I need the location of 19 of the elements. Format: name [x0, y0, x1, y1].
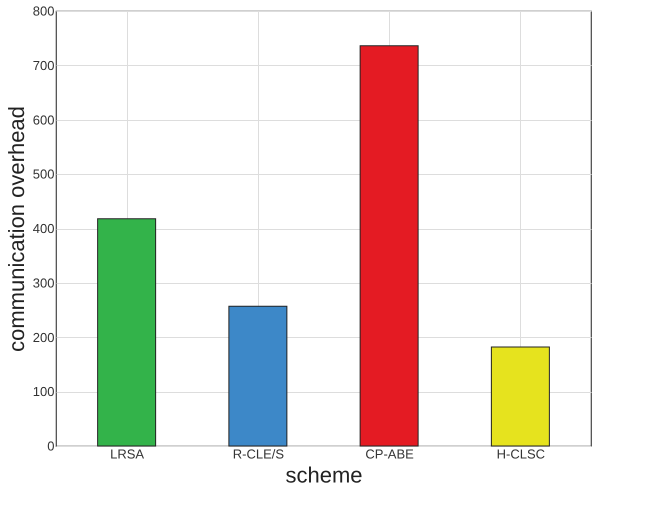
x-tick-label: CP-ABE	[365, 446, 414, 462]
y-tick-label: 500	[32, 166, 54, 182]
y-tick-label: 700	[32, 58, 54, 73]
y-tick-label: 0	[47, 438, 54, 454]
bar	[360, 45, 419, 446]
x-tick-label: R-CLE/S	[232, 446, 284, 462]
y-tick-label: 100	[32, 384, 54, 400]
y-tick-label: 800	[32, 4, 54, 18]
bar	[228, 306, 288, 446]
y-tick-label: 300	[32, 275, 54, 290]
bar	[97, 218, 156, 446]
x-axis-title: scheme	[285, 462, 363, 488]
y-tick-label: 600	[32, 112, 54, 128]
bar	[490, 346, 550, 446]
x-tick-label: H-CLSC	[496, 446, 546, 462]
y-tick-label: 200	[32, 330, 54, 345]
y-tick-label: 400	[32, 221, 54, 236]
y-axis-title: communication overhead	[4, 106, 29, 352]
x-tick-label: LRSA	[110, 446, 144, 462]
